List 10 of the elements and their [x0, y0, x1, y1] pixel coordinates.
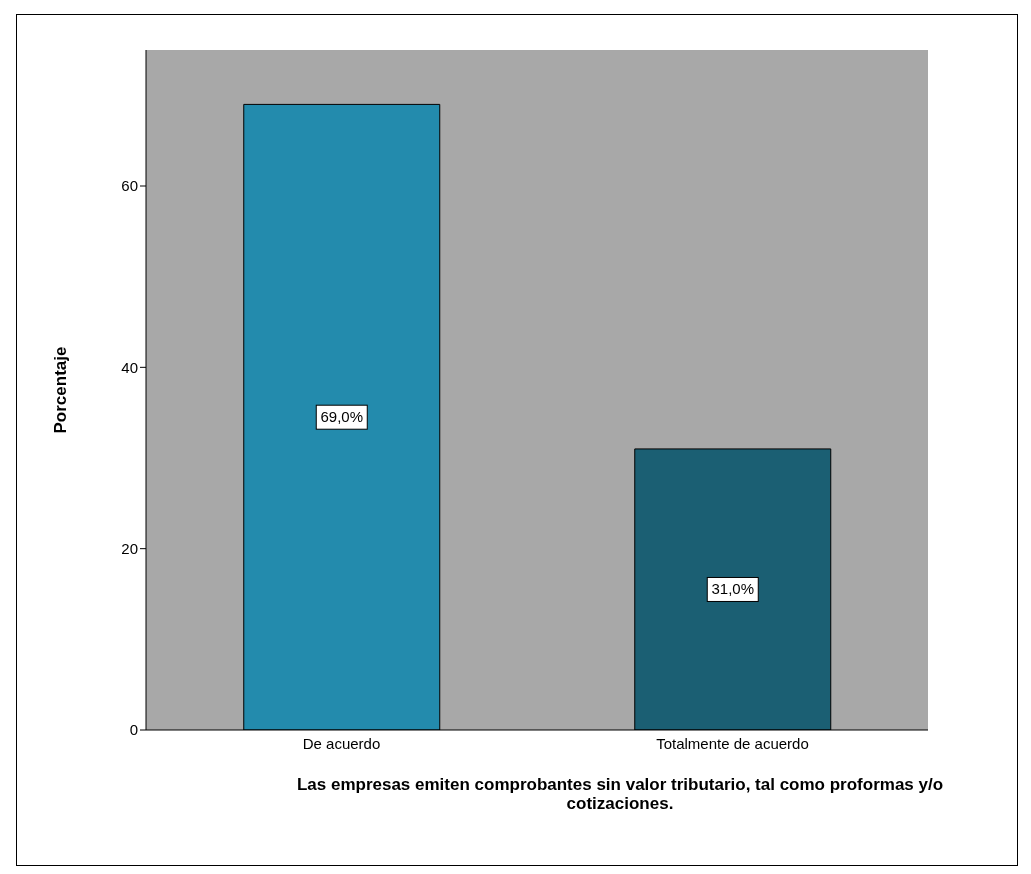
x-tick-label: De acuerdo	[302, 734, 381, 752]
y-tick-label: 0	[129, 721, 138, 739]
data-label: 69,0%	[320, 408, 364, 426]
y-tick-label: 60	[121, 177, 138, 195]
y-axis-title: Porcentaje	[51, 346, 71, 434]
x-axis-title: Las empresas emiten comprobantes sin valor tributario, tal como proformas y/o cotizaciones.	[295, 775, 945, 813]
data-label: 31,0%	[711, 580, 755, 598]
y-tick-label: 20	[121, 539, 138, 557]
x-tick-label: Totalmente de acuerdo	[656, 734, 809, 752]
y-tick-label: 40	[121, 358, 138, 376]
